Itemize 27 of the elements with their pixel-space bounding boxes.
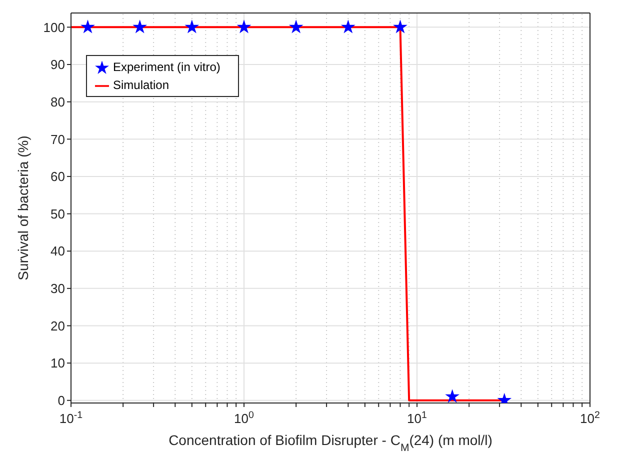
y-tick-label: 20	[50, 318, 65, 334]
point	[184, 20, 200, 34]
point	[340, 20, 356, 34]
x-tick-label: 10$^{-1}$	[59, 410, 83, 426]
y-tick-label: 90	[50, 57, 65, 72]
y-tick-label: 60	[50, 169, 65, 184]
legend-label: Simulation	[113, 78, 170, 92]
point	[445, 389, 460, 403]
point	[132, 20, 148, 34]
y-tick-label: 100	[43, 20, 65, 35]
point	[393, 20, 408, 34]
y-tick-label: 80	[50, 94, 65, 110]
x-tick-label: 10$^{1}$	[407, 410, 427, 426]
y-tick-label: 10	[50, 356, 65, 371]
x-tick-label: 10$^{2}$	[580, 410, 600, 426]
x-tick-label: 10$^{0}$	[234, 410, 255, 426]
x-axis-title: Concentration of Biofilm Disrupter - C$_{M}$(24) (m mol/l)	[168, 432, 492, 454]
point	[288, 20, 304, 34]
y-tick-label: 40	[50, 244, 65, 259]
y-tick-label: 50	[50, 206, 65, 222]
point	[80, 20, 95, 34]
point	[236, 20, 252, 34]
legend-label: Experiment (in vitro)	[113, 60, 220, 74]
y-tick-label: 30	[50, 281, 65, 296]
y-tick-label: 70	[50, 132, 65, 147]
y-axis-title: Survival of bacteria (%)	[14, 136, 31, 280]
y-tick-label: 0	[58, 393, 65, 408]
